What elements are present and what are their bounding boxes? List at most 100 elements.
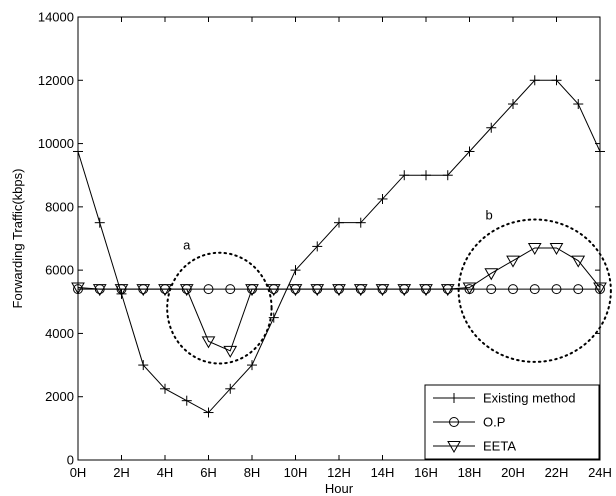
data-point-existing-method (399, 170, 410, 181)
data-point-o-p (203, 284, 214, 295)
data-point-existing-method (247, 360, 257, 371)
axes: 0H 2H 4H 6H 8H 10H 12H 14H 16H 18H 20H 22H 24H 0 2000 4… (38, 10, 612, 481)
data-point-o-p (551, 284, 562, 295)
y-tick-label: 6000 (45, 263, 74, 278)
y-tick-label: 14000 (38, 10, 74, 25)
data-point-eeta (419, 284, 433, 297)
data-point-eeta (353, 284, 368, 297)
legend-entry-existing-method: Existing method (433, 391, 576, 406)
data-point-existing-method (529, 75, 540, 86)
data-point-eeta (136, 284, 151, 297)
data-point-eeta (571, 255, 586, 268)
y-tick-label: 12000 (38, 73, 74, 88)
legend-marker-eeta (447, 441, 461, 454)
data-point-existing-method (573, 99, 584, 110)
legend-label-existing-method: Existing method (483, 391, 576, 406)
legend-marker-existing-method (449, 393, 459, 403)
series-eeta (71, 242, 607, 358)
data-point-eeta (223, 345, 238, 358)
data-point-eeta (158, 284, 172, 297)
data-point-existing-method (442, 170, 453, 181)
data-point-existing-method (94, 217, 105, 228)
x-tick-label: 18H (458, 465, 482, 480)
data-point-existing-method (312, 241, 323, 252)
x-tick-label: 6H (200, 465, 217, 480)
legend-label-o-p: O.P (483, 415, 505, 430)
data-point-eeta (375, 284, 390, 297)
data-point-eeta (310, 284, 325, 297)
data-point-eeta (71, 282, 85, 295)
legend-entry-o-p: O.P (433, 415, 505, 430)
legend-entry-eeta: EETA (433, 439, 516, 454)
annotations: ab (166, 208, 612, 365)
data-point-existing-method (160, 383, 170, 394)
y-axis-label: Forwarding Traffic(kbps) (10, 169, 25, 309)
data-point-eeta (179, 284, 194, 297)
data-point-eeta (266, 284, 281, 297)
data-point-existing-method (508, 99, 518, 110)
legend-label-eeta: EETA (483, 439, 516, 454)
annotation-label-b: b (485, 208, 492, 223)
data-point-existing-method (421, 170, 431, 181)
data-point-o-p (573, 284, 584, 295)
data-point-existing-method (73, 146, 83, 157)
x-tick-label: 22H (545, 465, 569, 480)
data-point-existing-method (225, 383, 236, 394)
legend-marker-o-p (449, 417, 459, 427)
series-existing-method (73, 75, 605, 418)
data-point-existing-method (334, 217, 344, 228)
data-point-existing-method (377, 193, 388, 204)
x-tick-label: 16H (414, 465, 438, 480)
data-point-existing-method (464, 146, 475, 157)
data-point-existing-method (203, 407, 214, 418)
x-tick-label: 20H (501, 465, 525, 480)
annotation-ellipse-b (457, 218, 612, 363)
x-tick-label: 12H (327, 465, 351, 480)
data-point-o-p (508, 284, 518, 295)
legend: Existing method O.P EETA (424, 384, 600, 460)
x-tick-label: 24H (588, 465, 612, 480)
data-point-o-p (529, 284, 540, 295)
y-tick-label: 10000 (38, 136, 74, 151)
x-tick-label: 2H (113, 465, 130, 480)
data-point-eeta (549, 242, 564, 256)
data-point-eeta (288, 284, 303, 297)
data-point-existing-method (138, 360, 149, 371)
series-line-existing-method (77, 79, 601, 414)
y-tick-label: 4000 (45, 326, 74, 341)
y-tick-label: 8000 (45, 199, 74, 214)
series-line-eeta (77, 247, 601, 352)
data-point-existing-method (551, 75, 562, 86)
data-point-eeta (332, 284, 346, 297)
data-point-existing-method (181, 395, 192, 406)
data-point-o-p (486, 284, 497, 295)
data-point-existing-method (268, 312, 279, 323)
y-tick-label: 2000 (45, 389, 74, 404)
data-point-eeta (527, 242, 542, 256)
data-point-eeta (484, 268, 499, 281)
data-point-existing-method (355, 217, 366, 228)
data-point-eeta (440, 284, 455, 297)
data-point-eeta (114, 284, 129, 297)
data-point-eeta (506, 255, 520, 268)
data-point-eeta (245, 284, 259, 297)
data-point-eeta (462, 282, 477, 295)
data-point-eeta (593, 282, 607, 295)
data-point-existing-method (595, 146, 605, 157)
annotation-ellipse-a (166, 251, 273, 365)
x-axis-label: Hour (325, 481, 354, 496)
annotation-label-a: a (183, 238, 191, 253)
x-tick-label: 4H (157, 465, 174, 480)
series-layer (71, 75, 607, 418)
x-tick-label: 14H (371, 465, 395, 480)
data-point-o-p (225, 284, 236, 295)
x-tick-label: 10H (284, 465, 308, 480)
data-point-existing-method (486, 122, 497, 133)
x-tick-label: 0H (70, 465, 87, 480)
data-point-eeta (397, 284, 412, 297)
data-point-eeta (92, 284, 107, 297)
y-tick-label: 0 (67, 453, 74, 468)
x-tick-label: 8H (244, 465, 261, 480)
